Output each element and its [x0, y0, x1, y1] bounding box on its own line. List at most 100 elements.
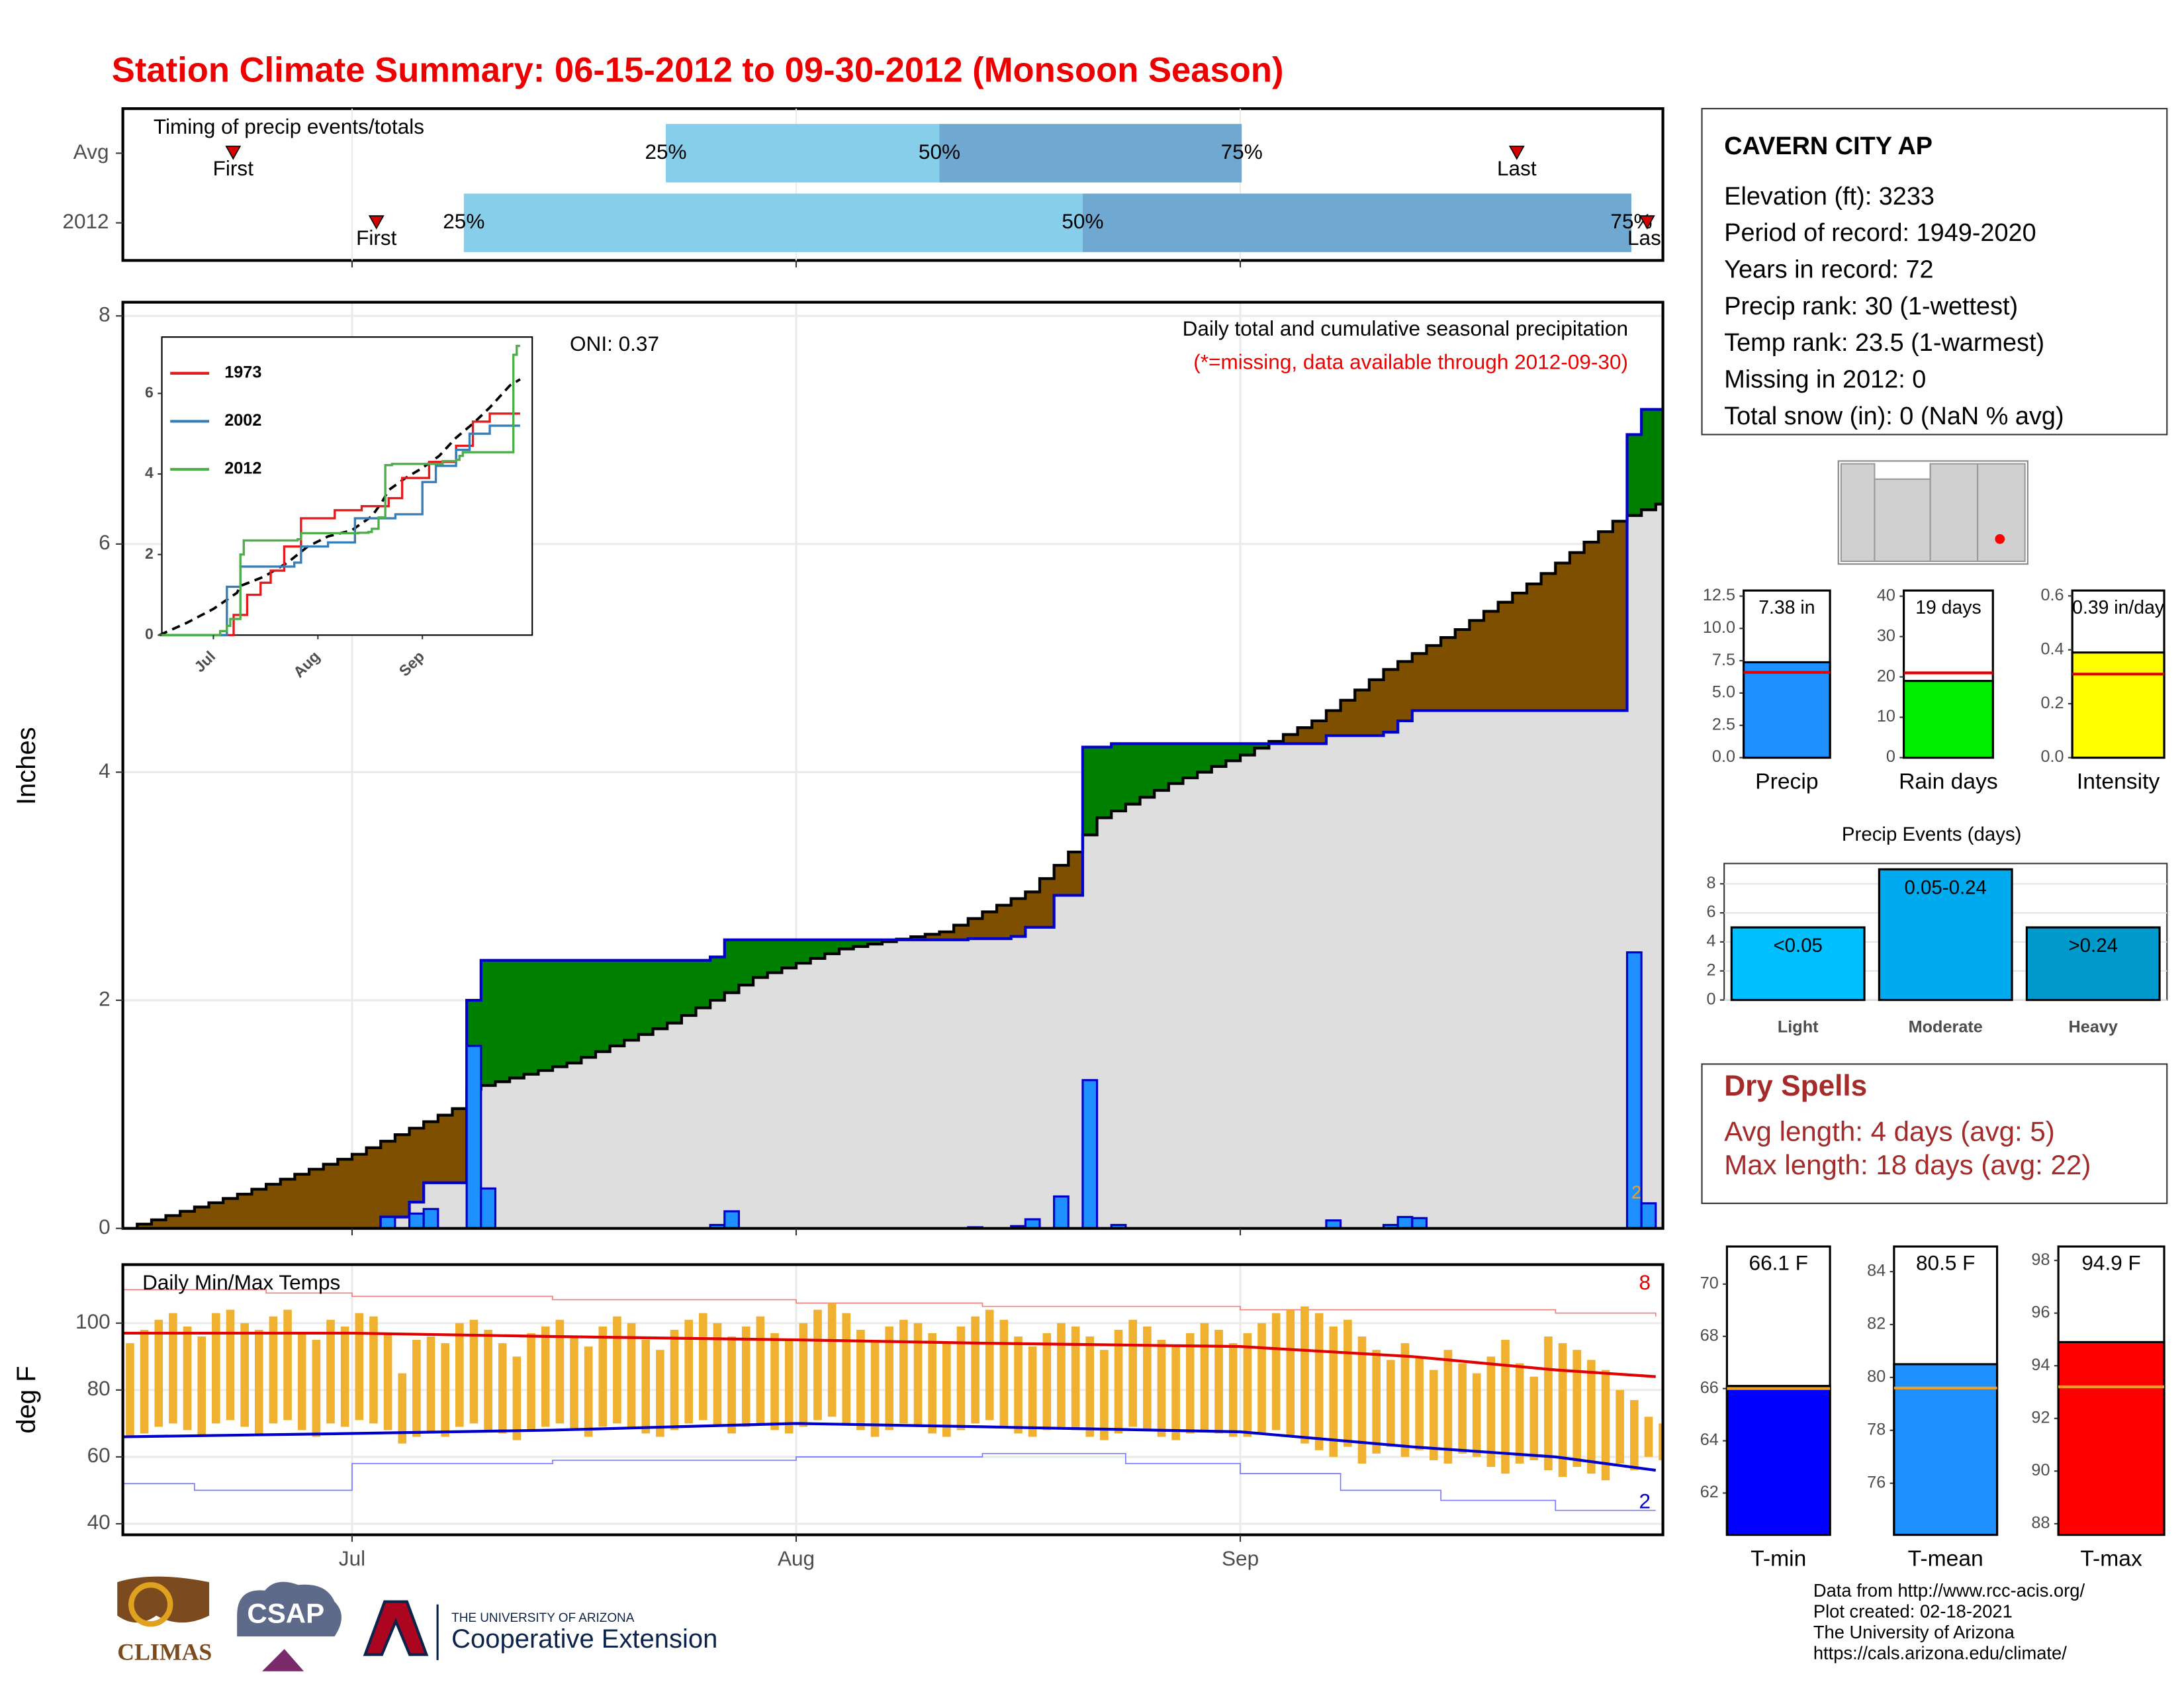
y-tick-label: 0 — [99, 1215, 111, 1239]
temp-bar — [512, 1356, 522, 1440]
quartile-label: 50% — [919, 140, 960, 164]
temp-bar — [727, 1336, 736, 1434]
temp-bar — [269, 1316, 278, 1424]
logo-text: CSAP — [247, 1598, 324, 1629]
inset-line — [159, 412, 520, 637]
y-tick-label: 10 — [1877, 707, 1895, 726]
y-tick-label: 68 — [1700, 1326, 1719, 1344]
inset-line — [159, 344, 520, 637]
panel-title: Daily Min/Max Temps — [142, 1270, 340, 1294]
temp-bar — [226, 1309, 235, 1421]
precip-plot — [122, 302, 1663, 1229]
temp-bar — [1286, 1309, 1295, 1437]
frame — [121, 1263, 1664, 1536]
temp-bar — [598, 1326, 608, 1427]
temp-bar — [1357, 1336, 1367, 1464]
temp-bar — [283, 1309, 292, 1421]
quartile-bar — [463, 193, 1083, 252]
legend-label: 2002 — [224, 411, 261, 430]
daily-bar — [1411, 1217, 1428, 1229]
bar — [1903, 680, 1994, 759]
temp-bar — [1372, 1350, 1381, 1454]
cumulative-line — [122, 408, 1663, 1229]
daily-bar — [723, 1210, 741, 1229]
panel-title: Timing of precip events/totals — [154, 115, 424, 138]
quartile-bar — [939, 124, 1242, 183]
axis-label: Inches — [12, 727, 41, 805]
temp-bar — [441, 1343, 449, 1437]
daily-bar — [465, 1045, 482, 1229]
value-label: 0.39 in/day — [2072, 597, 2165, 618]
y-tick-label: 80 — [87, 1376, 111, 1400]
map — [1837, 460, 2028, 565]
temp-bar — [312, 1340, 321, 1437]
temp-bar — [212, 1313, 220, 1424]
temp-bar — [913, 1323, 923, 1427]
row-label: 2012 — [62, 209, 109, 233]
station-box — [1701, 108, 2168, 436]
y-tick-label: 0.2 — [2040, 694, 2064, 712]
y-tick-label: 76 — [1867, 1473, 1886, 1491]
dry-spells-box — [1701, 1063, 2168, 1204]
temp-bar — [1458, 1363, 1467, 1454]
temp-bar — [1615, 1389, 1624, 1464]
temp-bar — [140, 1329, 149, 1434]
surplus-area — [467, 409, 1663, 1090]
temp-bar — [412, 1340, 421, 1437]
temp-bar — [154, 1319, 163, 1427]
temp-bar — [1185, 1333, 1195, 1434]
station-line: Period of record: 1949-2020 — [1724, 219, 2036, 247]
y-tick-label: 40 — [1877, 586, 1895, 604]
temp-bar — [1243, 1333, 1252, 1437]
temp-bar — [1314, 1313, 1324, 1450]
temp-bar — [1085, 1336, 1095, 1437]
value-label: 80.5 F — [1916, 1251, 1975, 1275]
temp-bar — [1558, 1343, 1567, 1477]
temp-bar — [383, 1333, 392, 1430]
y-tick-label: 94 — [2031, 1356, 2050, 1374]
x-tick-label: Intensity — [2077, 769, 2160, 794]
temp-bar — [426, 1336, 435, 1434]
y-tick-label: 8 — [99, 303, 111, 326]
temp-bar — [656, 1350, 664, 1437]
temp-bar — [1157, 1340, 1166, 1437]
daily-bar — [1396, 1215, 1414, 1229]
temp-bar — [1659, 1423, 1663, 1460]
temp-bar — [570, 1336, 578, 1430]
frame — [121, 301, 1664, 1230]
y-tick-label: 0 — [1707, 990, 1716, 1008]
x-tick-label: Heavy — [2069, 1017, 2118, 1036]
inset — [161, 336, 533, 636]
chart-title: Precip Events (days) — [1842, 823, 2022, 845]
temp-bar — [1387, 1360, 1395, 1447]
temp-bar — [1472, 1373, 1481, 1457]
temp-bar — [670, 1329, 679, 1430]
record-high-line — [122, 1289, 1657, 1317]
event-marker — [368, 215, 385, 230]
station-line: Precip rank: 30 (1-wettest) — [1724, 293, 2018, 320]
x-tick-label: Light — [1778, 1017, 1819, 1036]
temp-bar — [1071, 1326, 1080, 1430]
annotation: 8 — [1639, 1270, 1651, 1294]
y-tick-label: 2.5 — [1712, 715, 1735, 733]
temp-plot — [122, 1264, 1663, 1535]
temp-bar — [340, 1326, 349, 1427]
daily-bar — [1081, 1079, 1099, 1229]
temp-bar — [254, 1329, 263, 1434]
temp-bar — [985, 1309, 994, 1421]
axis-label: deg F — [12, 1366, 41, 1433]
y-tick-label: 7.5 — [1712, 651, 1735, 669]
x-tick-label: Rain days — [1899, 769, 1998, 794]
y-tick-label: 98 — [2031, 1250, 2050, 1269]
temp-bar — [498, 1343, 507, 1434]
x-tick-label: Aug — [778, 1546, 815, 1570]
bar — [1878, 868, 2013, 1002]
temp-bar — [1171, 1346, 1180, 1440]
temp-bar — [1644, 1417, 1653, 1457]
dry-spells-title: Dry Spells — [1724, 1070, 1867, 1102]
y-tick-label: 10.0 — [1703, 618, 1735, 637]
temp-bar — [1214, 1329, 1223, 1434]
temp-bar — [197, 1336, 206, 1437]
